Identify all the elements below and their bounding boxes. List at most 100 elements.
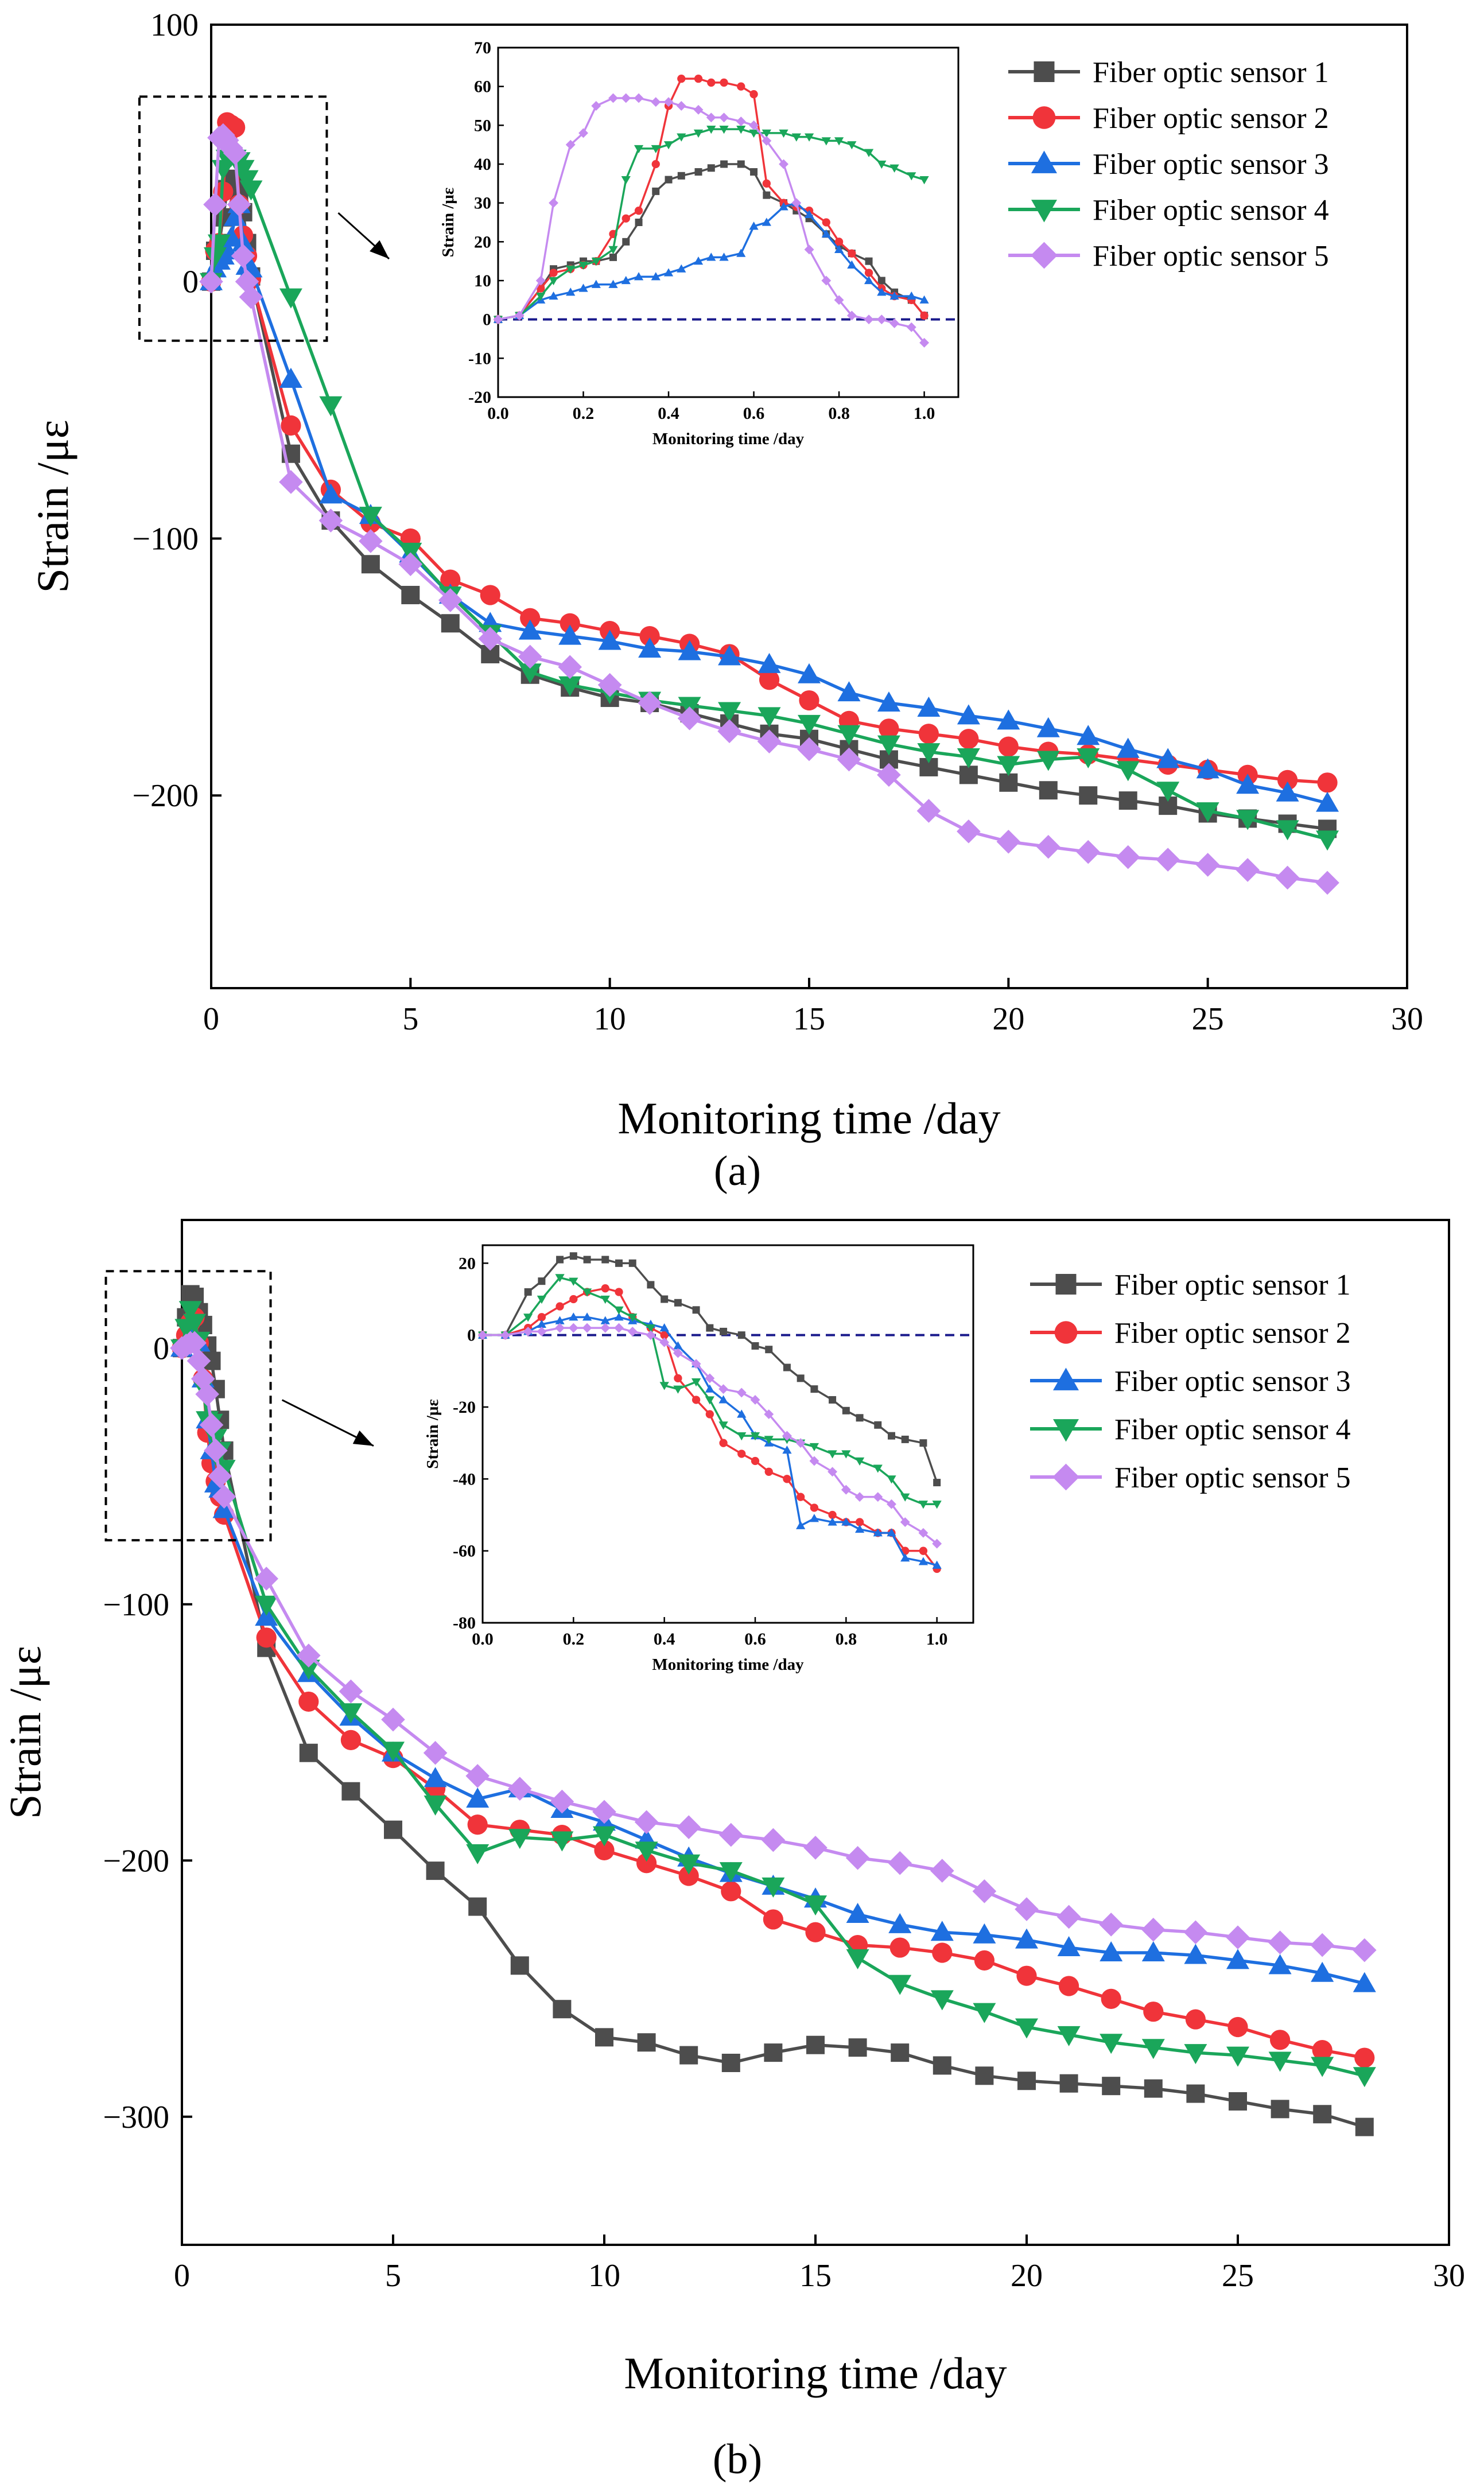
data-point-sensor-5	[1236, 858, 1260, 882]
data-point-sensor-2	[560, 613, 580, 634]
data-point-sensor-4	[1196, 802, 1219, 823]
data-point-sensor-4	[297, 1660, 320, 1680]
inset-data-point-sensor-3	[673, 1341, 683, 1350]
data-point-sensor-1	[468, 1897, 487, 1916]
data-point-sensor-4	[1236, 810, 1260, 830]
inset-data-point-sensor-5	[614, 1323, 624, 1333]
data-point-sensor-3	[997, 709, 1020, 730]
inset-data-point-sensor-4	[578, 261, 588, 270]
data-point-sensor-4	[917, 743, 941, 764]
data-point-sensor-4	[757, 707, 781, 728]
inset-data-point-sensor-3	[651, 272, 661, 281]
data-point-sensor-5	[518, 644, 542, 669]
inset-data-point-sensor-1	[765, 1346, 773, 1354]
data-point-sensor-2	[1270, 2030, 1291, 2050]
inset-data-point-sensor-4	[628, 1313, 638, 1322]
data-point-sensor-2	[763, 1909, 783, 1930]
data-point-sensor-5	[254, 1567, 278, 1591]
x-axis-label: Monitoring time /day	[624, 2348, 1007, 2398]
inset-y-axis-label: Strain /με	[424, 1399, 442, 1468]
panel-label-b: (b)	[713, 2436, 762, 2483]
inset-data-point-sensor-3	[821, 229, 831, 238]
inset-data-point-sensor-5	[932, 1538, 942, 1549]
data-point-sensor-2	[678, 1866, 699, 1886]
inset-data-point-sensor-3	[782, 1445, 792, 1454]
data-point-sensor-5	[212, 1485, 236, 1509]
y-axis-label: Strain /με	[0, 1646, 50, 1819]
inset-data-point-sensor-5	[718, 1384, 729, 1394]
inset-data-point-sensor-4	[779, 129, 788, 138]
data-point-sensor-1	[999, 773, 1018, 792]
inset-data-point-sensor-5	[676, 101, 686, 111]
data-point-sensor-1	[933, 2056, 951, 2075]
data-point-sensor-1	[341, 1782, 360, 1801]
inset-data-point-sensor-3	[828, 1517, 837, 1526]
data-point-sensor-4	[593, 1826, 616, 1847]
data-point-sensor-5	[204, 1439, 228, 1463]
data-point-sensor-1	[1313, 2105, 1332, 2124]
data-point-sensor-5	[235, 269, 259, 294]
inset-y-tick-label: 20	[474, 232, 491, 251]
data-point-sensor-5	[203, 192, 227, 217]
data-point-sensor-5	[297, 1643, 321, 1668]
data-point-sensor-4	[319, 396, 343, 417]
data-point-sensor-2	[440, 569, 461, 590]
data-point-sensor-5	[1056, 1905, 1081, 1929]
data-point-sensor-4	[1015, 2018, 1038, 2039]
data-point-sensor-5	[187, 1349, 211, 1373]
data-point-sensor-5	[1195, 853, 1220, 877]
inset-y-tick-label: 0	[467, 1326, 476, 1345]
inset-data-point-sensor-4	[864, 149, 874, 157]
inset-data-point-sensor-5	[621, 93, 631, 103]
zoom-arrow-head	[370, 240, 389, 259]
inset-data-point-sensor-2	[855, 1518, 864, 1526]
inset-data-point-sensor-3	[621, 275, 631, 285]
inset-data-point-sensor-1	[538, 1277, 546, 1285]
inset-data-point-sensor-5	[500, 1330, 511, 1340]
panel-label-a: (a)	[714, 1148, 761, 1195]
legend-label-sensor-1: Fiber optic sensor 1	[1093, 56, 1329, 89]
inset-data-point-sensor-2	[537, 1313, 546, 1322]
inset-data-point-sensor-4	[809, 1443, 819, 1452]
x-tick-label: 0	[174, 2258, 190, 2294]
inset-data-point-sensor-2	[749, 90, 758, 99]
inset-y-tick-label: 60	[474, 77, 491, 96]
inset-data-point-sensor-2	[848, 249, 856, 258]
data-point-sensor-4	[558, 676, 582, 697]
inset-data-point-sensor-4	[646, 1324, 656, 1333]
inset-data-point-sensor-1	[583, 1256, 591, 1264]
x-tick-label: 5	[385, 2258, 401, 2294]
inset-data-point-sensor-5	[659, 1337, 670, 1347]
inset-data-point-sensor-5	[535, 275, 546, 286]
inset-data-point-sensor-3	[887, 1528, 896, 1537]
data-point-sensor-1	[891, 2043, 910, 2062]
data-point-sensor-3	[1196, 758, 1219, 779]
data-point-sensor-1	[1186, 2084, 1205, 2103]
data-point-sensor-5	[797, 737, 821, 761]
inset-data-point-sensor-5	[477, 1330, 488, 1340]
inset-data-point-sensor-4	[900, 1493, 910, 1502]
data-point-sensor-1	[361, 555, 380, 574]
data-point-sensor-5	[803, 1836, 828, 1860]
data-point-sensor-4	[1116, 761, 1140, 782]
data-point-sensor-5	[223, 141, 247, 165]
data-point-sensor-5	[195, 1382, 219, 1406]
inset-data-point-sensor-5	[627, 1326, 638, 1336]
data-point-sensor-5	[191, 1367, 215, 1391]
inset-data-point-sensor-5	[795, 1438, 806, 1448]
data-point-sensor-5	[677, 1815, 701, 1840]
inset-data-point-sensor-4	[847, 141, 857, 150]
inset-data-point-sensor-2	[920, 311, 929, 320]
data-point-sensor-3	[1015, 1928, 1038, 1949]
inset-data-point-sensor-5	[634, 93, 644, 103]
legend-marker-sensor-2	[1054, 1321, 1078, 1344]
inset-x-axis-label: Monitoring time /day	[652, 1656, 804, 1674]
data-point-sensor-4	[359, 507, 382, 527]
data-point-sensor-2	[998, 736, 1019, 757]
inset-data-point-sensor-1	[737, 1331, 745, 1339]
inset-data-point-sensor-1	[865, 257, 873, 265]
data-point-sensor-3	[1036, 717, 1060, 737]
data-point-sensor-3	[678, 640, 701, 660]
data-point-sensor-5	[1015, 1897, 1039, 1921]
inset-data-point-sensor-3	[779, 202, 788, 211]
